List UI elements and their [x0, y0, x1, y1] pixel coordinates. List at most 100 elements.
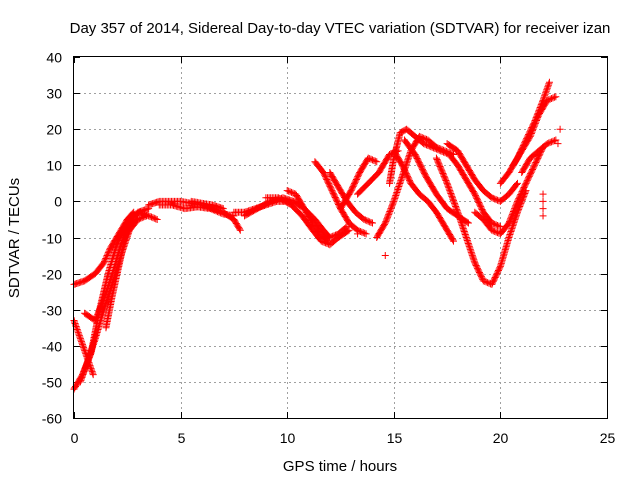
x-tick-label: 25 — [600, 430, 616, 446]
data-point — [95, 306, 103, 314]
data-point — [323, 236, 331, 244]
data-point — [546, 138, 554, 146]
data-point — [147, 213, 155, 221]
data-point — [358, 228, 366, 236]
data-point — [454, 208, 462, 216]
data-point — [405, 151, 413, 159]
data-point — [432, 145, 440, 153]
data-point — [442, 149, 450, 157]
data-point — [544, 81, 552, 89]
data-point — [446, 188, 454, 196]
data-point — [108, 271, 116, 279]
data-point — [446, 187, 454, 195]
data-point — [345, 226, 353, 234]
data-point — [510, 206, 518, 214]
data-point — [513, 181, 521, 189]
data-point — [395, 183, 403, 191]
data-point — [479, 277, 487, 285]
data-point — [468, 250, 476, 258]
series-arc-23 — [443, 140, 521, 205]
data-point — [386, 208, 394, 216]
data-point — [404, 154, 412, 162]
series-arc-27 — [518, 136, 560, 177]
data-point — [491, 220, 499, 228]
data-point — [384, 213, 392, 221]
data-point — [103, 252, 111, 260]
data-point — [440, 148, 448, 156]
data-point — [388, 203, 396, 211]
data-point — [79, 372, 87, 380]
data-point — [489, 227, 497, 235]
data-point — [88, 345, 96, 353]
data-point — [87, 365, 95, 373]
data-point — [529, 127, 537, 135]
data-point — [544, 83, 552, 91]
data-point — [286, 188, 294, 196]
data-point — [88, 343, 96, 351]
data-point — [512, 200, 520, 208]
data-point — [392, 191, 400, 199]
data-point — [386, 150, 394, 158]
data-point — [83, 358, 91, 366]
data-point — [463, 236, 471, 244]
data-point — [453, 205, 461, 213]
data-point — [455, 211, 463, 219]
data-point — [361, 216, 369, 224]
data-point — [511, 214, 519, 222]
data-point — [462, 232, 470, 240]
x-tick-label: 20 — [493, 430, 509, 446]
data-point — [100, 259, 108, 267]
data-point — [390, 196, 398, 204]
data-point — [457, 217, 465, 225]
data-point — [94, 311, 102, 319]
data-point — [84, 357, 92, 365]
data-point — [368, 156, 376, 164]
data-point — [464, 219, 472, 227]
series-arc-12 — [262, 194, 353, 249]
data-point — [488, 194, 496, 202]
data-point — [506, 231, 514, 239]
data-point — [75, 330, 83, 338]
data-point — [390, 197, 398, 205]
data-point — [92, 315, 100, 323]
data-point — [529, 125, 537, 133]
data-point — [106, 276, 114, 284]
data-point — [74, 327, 82, 335]
data-point — [208, 205, 216, 213]
data-point — [383, 215, 391, 223]
data-point — [507, 228, 515, 236]
data-point — [373, 158, 381, 166]
data-point — [71, 318, 79, 326]
data-point — [142, 212, 150, 220]
data-point — [512, 202, 520, 210]
data-point — [461, 229, 469, 237]
data-point — [448, 192, 456, 200]
data-point — [211, 206, 219, 214]
data-point — [99, 298, 107, 306]
data-point — [76, 333, 84, 341]
data-point — [530, 122, 538, 130]
data-point — [451, 201, 459, 209]
data-point — [543, 140, 551, 148]
data-point — [106, 277, 114, 285]
data-point — [398, 174, 406, 182]
data-point — [119, 236, 127, 244]
data-point — [452, 202, 460, 210]
data-point — [464, 239, 472, 247]
data-point — [135, 215, 143, 223]
data-point — [488, 226, 496, 234]
data-point — [508, 210, 516, 218]
data-point — [371, 157, 379, 165]
data-point — [528, 128, 536, 136]
data-point — [85, 354, 93, 362]
y-tick-label: 30 — [46, 86, 62, 102]
data-point — [549, 94, 557, 102]
data-point — [445, 184, 453, 192]
data-point — [443, 178, 451, 186]
data-point — [76, 378, 84, 386]
data-point — [366, 155, 374, 163]
data-point — [149, 214, 157, 222]
data-point — [505, 219, 513, 227]
data-point — [82, 361, 90, 369]
data-point — [78, 339, 86, 347]
